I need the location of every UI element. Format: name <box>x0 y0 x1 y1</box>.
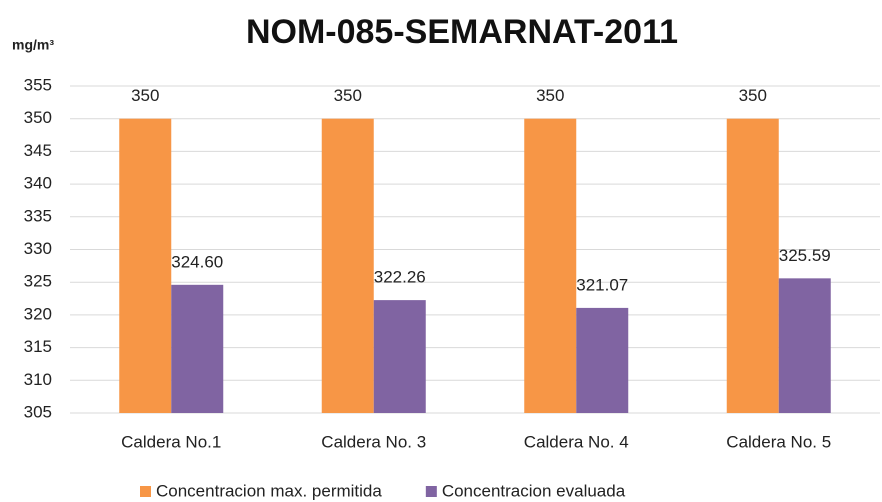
x-tick-label: Caldera No.1 <box>121 432 221 451</box>
bar <box>171 284 224 413</box>
x-tick-label: Caldera No. 4 <box>524 432 629 451</box>
y-tick-label: 330 <box>24 239 52 258</box>
y-tick-label: 325 <box>24 272 52 291</box>
y-tick-label: 355 <box>24 75 52 94</box>
y-tick-label: 350 <box>24 108 52 127</box>
chart-title: NOM-085-SEMARNAT-2011 <box>246 13 678 51</box>
data-label: 350 <box>536 86 564 105</box>
bar <box>119 118 172 413</box>
x-tick-label: Caldera No. 3 <box>321 432 426 451</box>
y-tick-label: 305 <box>24 402 52 421</box>
data-label: 324.60 <box>171 252 223 271</box>
legend-swatch <box>140 486 151 497</box>
y-tick-label: 340 <box>24 174 52 193</box>
y-axis-label: mg/m³ <box>12 37 54 53</box>
bar <box>524 118 577 413</box>
data-label: 321.07 <box>576 275 628 294</box>
data-label: 322.26 <box>374 268 426 287</box>
y-tick-label: 345 <box>24 141 52 160</box>
legend-label: Concentracion max. permitida <box>156 481 382 500</box>
bar <box>321 118 374 413</box>
data-label: 325.59 <box>779 246 831 265</box>
legend-label: Concentracion evaluada <box>442 481 626 500</box>
bar <box>576 307 629 413</box>
bar <box>373 300 426 413</box>
data-label: 350 <box>131 86 159 105</box>
data-label: 350 <box>739 86 767 105</box>
y-tick-label: 335 <box>24 206 52 225</box>
x-tick-label: Caldera No. 5 <box>726 432 831 451</box>
legend-swatch <box>425 486 437 497</box>
y-tick-label: 310 <box>24 370 52 389</box>
bar <box>778 278 831 413</box>
data-label: 350 <box>334 86 362 105</box>
y-tick-label: 315 <box>24 337 52 356</box>
bar <box>726 118 779 413</box>
y-tick-label: 320 <box>24 304 52 323</box>
